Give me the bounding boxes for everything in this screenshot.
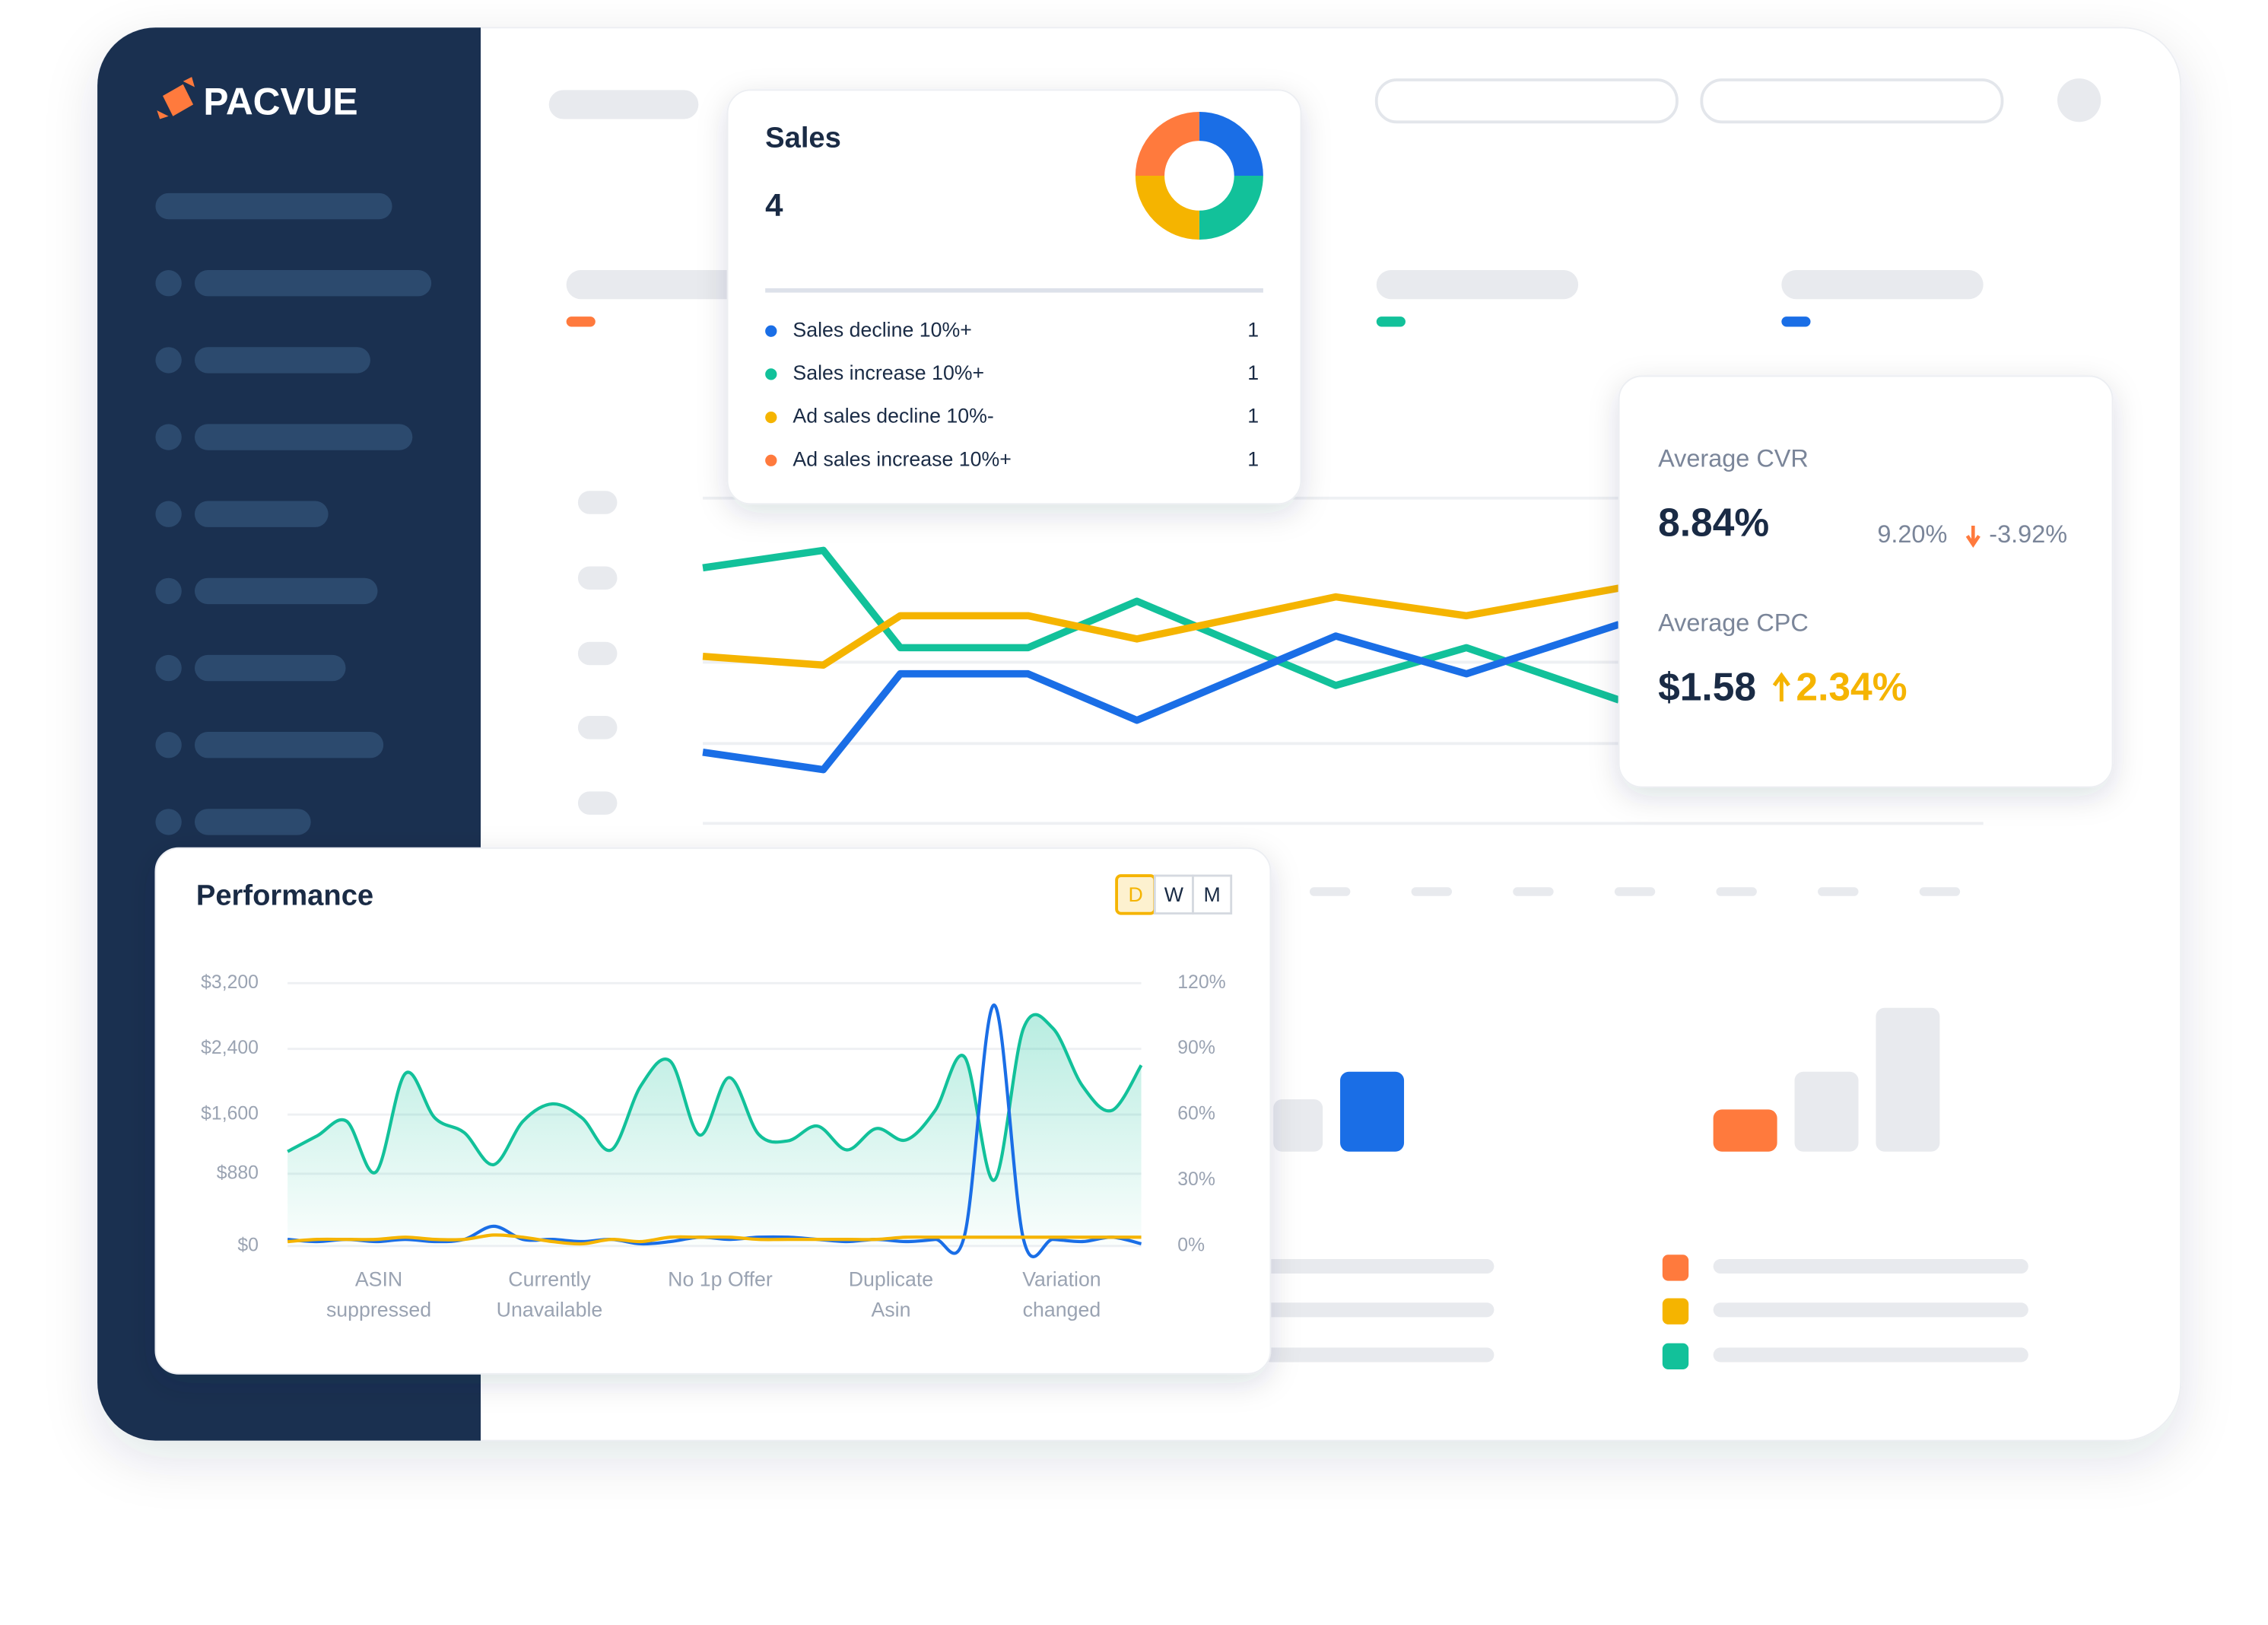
x-tick-label: Currently: [508, 1268, 591, 1291]
x-tick-label: suppressed: [326, 1299, 431, 1321]
metric-change: -3.92%: [1989, 520, 2067, 548]
bg-legend: [1662, 1343, 1689, 1370]
skeleton-tag: [1781, 316, 1811, 327]
legend-dot: [765, 454, 777, 466]
legend-dot: [765, 325, 777, 337]
donut-segment: [1199, 111, 1263, 176]
bg-bar: [1340, 1071, 1405, 1152]
x-tick-label: Asin: [871, 1299, 910, 1321]
area: [287, 1014, 1142, 1246]
legend-dot: [765, 411, 777, 424]
x-tick-label: Unavailable: [497, 1299, 603, 1321]
avatar[interactable]: [2057, 78, 2101, 122]
sales-total: 4: [765, 187, 783, 223]
y-tick-label: $880: [217, 1162, 259, 1183]
donut-segment: [1199, 175, 1263, 240]
legend-value: 1: [1247, 361, 1259, 384]
period-label: M: [1203, 883, 1220, 906]
bg-bar: [1713, 1109, 1777, 1152]
period-label: D: [1129, 883, 1143, 906]
line: [287, 1013, 1143, 1182]
line: [287, 1233, 1142, 1246]
metric-value: 8.84%: [1658, 501, 1769, 545]
metrics-card: [1618, 375, 2114, 788]
y2-tick-label: 60%: [1177, 1104, 1215, 1124]
bg-legend: [1662, 1255, 1689, 1281]
y-tick-label: $3,200: [201, 972, 259, 993]
metric-label: Average CPC: [1658, 609, 1809, 636]
donut-segment: [1135, 111, 1200, 176]
x-tick-label: changed: [1023, 1299, 1101, 1321]
y2-tick-label: 90%: [1177, 1038, 1215, 1058]
legend-label: Sales decline 10%+: [793, 318, 971, 341]
skeleton-tag: [1376, 316, 1406, 327]
y2-tick-label: 30%: [1177, 1169, 1215, 1190]
legend-value: 1: [1247, 318, 1259, 341]
period-button[interactable]: [1153, 874, 1194, 915]
legend-value: 1: [1247, 405, 1259, 428]
y2-tick-label: 0%: [1177, 1235, 1205, 1255]
search-pills[interactable]: [1374, 78, 2004, 124]
legend-label: Sales increase 10%+: [793, 361, 984, 384]
x-tick-label: No 1p Offer: [668, 1268, 773, 1291]
metric-previous: 9.20%: [1877, 520, 1947, 548]
legend-label: Ad sales decline 10%-: [793, 405, 993, 428]
up-arrow: [1772, 672, 1790, 701]
legend-dot: [765, 368, 777, 380]
donut-segment: [1135, 175, 1200, 240]
y-tick-label: $2,400: [201, 1038, 259, 1058]
logo-icon: [157, 77, 195, 119]
bg-legend: [1662, 1298, 1689, 1324]
period-button[interactable]: [1192, 874, 1233, 915]
legend-value: 1: [1247, 447, 1259, 470]
chart-title: Performance: [196, 879, 373, 912]
metric-value: $1.58: [1658, 664, 1756, 708]
x-tick-label: Variation: [1022, 1268, 1101, 1291]
down-arrow: [1965, 526, 1981, 548]
skeleton-tag: [566, 316, 596, 327]
metric-change: 2.34%: [1796, 664, 1907, 708]
line: [287, 1003, 1142, 1258]
brand: PACVUE: [203, 81, 357, 123]
legend-label: Ad sales increase 10%+: [793, 447, 1011, 470]
period-label: W: [1164, 883, 1184, 906]
y-tick-label: $1,600: [201, 1104, 259, 1124]
y2-tick-label: 120%: [1177, 972, 1225, 993]
sales-title: Sales: [765, 121, 841, 154]
sidebar-menu[interactable]: [155, 192, 432, 835]
metric-label: Average CVR: [1658, 445, 1809, 472]
bg-lines: [702, 546, 1621, 774]
x-tick-label: Duplicate: [849, 1268, 933, 1291]
skeleton: [548, 90, 2028, 1363]
y-tick-label: $0: [237, 1235, 259, 1255]
x-tick-label: ASIN: [355, 1268, 402, 1291]
